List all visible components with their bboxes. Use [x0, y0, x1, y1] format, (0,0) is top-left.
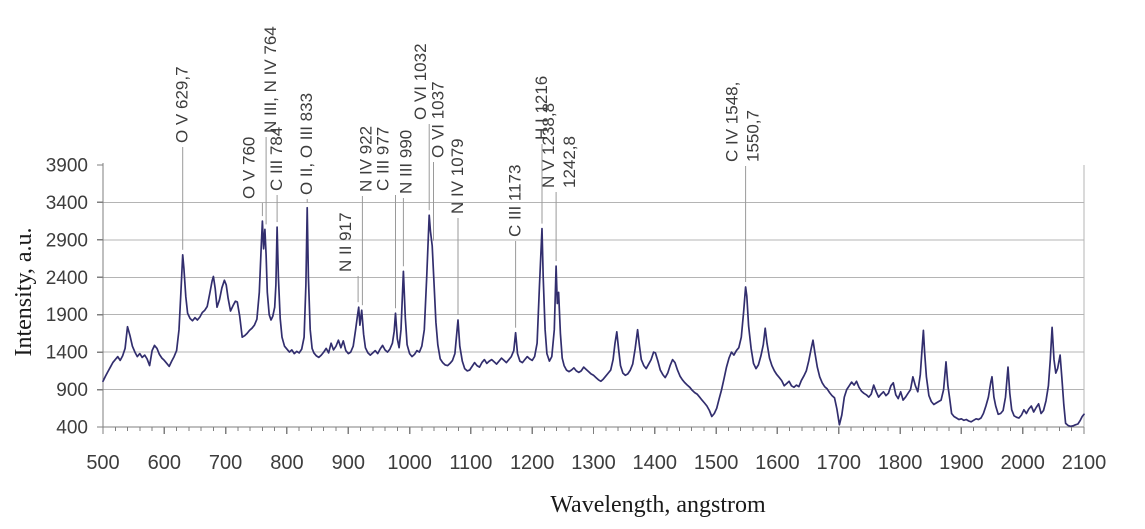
x-tick-label: 1200 [510, 452, 555, 474]
spectral-line-label: C III 784 [267, 127, 286, 191]
spectral-line-label: 1550,7 [744, 110, 763, 162]
spectral-line-label: O VI 1037 [429, 81, 448, 158]
y-tick-label: 1900 [46, 305, 88, 326]
x-tick-label: 1000 [387, 452, 432, 474]
spectral-line-label: N IV 1079 [448, 138, 467, 214]
spectral-line-label: C III 977 [374, 127, 393, 191]
spectral-line-label: H I 1216 [532, 76, 551, 140]
y-tick-label: 900 [56, 380, 88, 401]
x-tick-label: 1700 [817, 452, 862, 474]
spectral-line-label: C III 1173 [506, 165, 525, 237]
y-axis-title: Intensity, a.u. [11, 227, 37, 356]
x-tick-label: 900 [332, 452, 365, 474]
y-tick-label: 2900 [46, 230, 88, 251]
y-tick-label: 1400 [46, 343, 88, 364]
y-tick-label: 3900 [46, 156, 88, 177]
x-tick-label: 2100 [1062, 452, 1107, 474]
x-axis-title: Wavelength, angstrom [550, 492, 766, 518]
spectral-line-label: C IV 1548, [723, 82, 742, 162]
spectral-line-label: N III, N IV 764 [261, 26, 280, 133]
spectral-line-label: O II, O III 833 [297, 93, 316, 195]
spectral-line-label: 1242,8 [560, 136, 579, 188]
spectral-line-label: N IV 922 [356, 126, 375, 192]
y-tick-label: 3400 [46, 193, 88, 214]
spectral-line-label: O V 629,7 [173, 66, 192, 143]
x-tick-label: 1400 [633, 452, 678, 474]
x-tick-label: 1500 [694, 452, 739, 474]
x-tick-label: 1600 [755, 452, 800, 474]
x-tick-label: 1100 [449, 452, 492, 474]
x-tick-label: 2000 [1000, 452, 1045, 474]
spectral-line-label: N III 990 [396, 130, 415, 194]
x-tick-label: 1900 [939, 452, 984, 474]
y-tick-label: 400 [56, 418, 88, 439]
spectral-line-label: O V 760 [239, 137, 258, 199]
y-tick-label: 2400 [46, 268, 88, 289]
x-tick-label: 600 [148, 452, 181, 474]
spectrum-line [102, 206, 1085, 428]
x-tick-label: 700 [209, 452, 242, 474]
x-tick-label: 500 [86, 452, 119, 474]
spectral-line-label: N II 917 [336, 212, 355, 272]
spectral-line-label: O VI 1032 [411, 43, 430, 120]
x-tick-label: 800 [270, 452, 303, 474]
x-tick-label: 1800 [878, 452, 923, 474]
spectral-line-label: N V 1238,8 [539, 103, 558, 188]
x-tick-label: 1300 [571, 452, 616, 474]
